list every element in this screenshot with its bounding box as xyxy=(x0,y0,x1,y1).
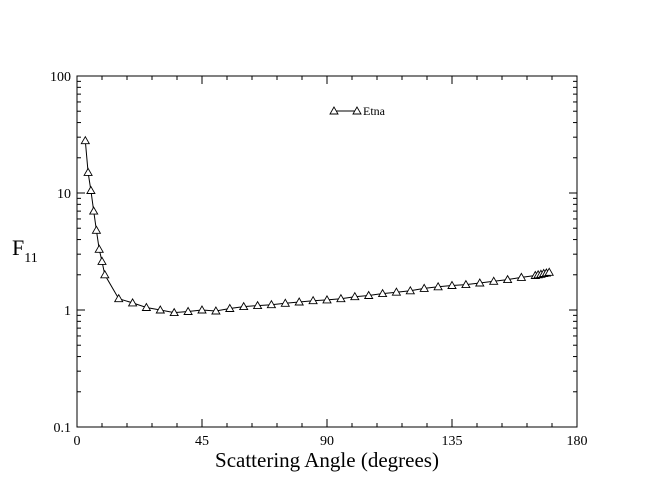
x-tick-label: 90 xyxy=(320,434,334,449)
data-point-marker xyxy=(475,278,485,287)
data-point-marker xyxy=(127,297,138,307)
data-point-marker xyxy=(94,244,104,253)
x-tick-label: 0 xyxy=(74,434,81,449)
data-point-marker xyxy=(266,299,277,309)
axis-ticks xyxy=(76,75,578,428)
data-point-marker xyxy=(447,280,457,289)
data-point-marker xyxy=(280,298,291,307)
y-tick-label: 0.1 xyxy=(54,421,72,436)
plot-frame xyxy=(76,75,578,428)
y-axis-label: F11 xyxy=(12,235,38,266)
data-point-marker xyxy=(502,274,513,284)
data-point-marker xyxy=(308,295,318,305)
x-tick-label: 45 xyxy=(195,434,209,449)
x-tick-label: 180 xyxy=(567,434,588,449)
data-point-marker xyxy=(83,167,93,176)
data-point-marker xyxy=(433,281,443,291)
data-point-marker xyxy=(238,301,249,311)
legend: Etna xyxy=(329,104,386,118)
data-point-marker xyxy=(155,305,166,314)
x-tick-label: 135 xyxy=(442,434,463,449)
data-point-marker xyxy=(350,291,360,301)
data-point-marker xyxy=(336,293,346,303)
y-tick-label: 10 xyxy=(57,187,71,202)
data-point-marker xyxy=(488,276,499,285)
data-point-marker xyxy=(141,302,152,311)
data-point-marker xyxy=(405,285,416,295)
data-point-marker xyxy=(461,279,471,289)
data-point-marker xyxy=(86,185,96,194)
data-point-marker xyxy=(252,300,263,310)
axis-tick-labels: 0 45 90 135 180 0.1 1 10 100 xyxy=(50,70,588,449)
data-point-marker xyxy=(294,297,304,306)
data-point-marker xyxy=(211,306,221,315)
data-point-marker xyxy=(100,269,110,279)
data-point-marker xyxy=(377,288,388,298)
legend-marker xyxy=(352,106,362,115)
data-point-marker xyxy=(183,306,193,315)
data-point-marker xyxy=(516,272,527,281)
data-point-marker xyxy=(419,283,429,292)
y-tick-label: 100 xyxy=(50,70,71,85)
x-axis-label: Scattering Angle (degrees) xyxy=(215,448,439,472)
data-point-marker xyxy=(197,305,207,314)
data-point-marker xyxy=(225,303,235,312)
y-axis-label-subscript: 11 xyxy=(24,251,37,266)
y-tick-label: 1 xyxy=(64,304,71,319)
data-point-marker xyxy=(97,256,107,265)
legend-marker xyxy=(329,106,339,115)
data-point-marker xyxy=(88,206,99,215)
y-axis-label-main: F xyxy=(12,235,24,260)
data-point-marker xyxy=(91,225,102,234)
data-point-marker xyxy=(169,307,179,317)
data-point-marker xyxy=(544,267,554,276)
data-point-marker xyxy=(322,294,332,304)
legend-label: Etna xyxy=(363,104,386,118)
series-line-etna xyxy=(84,140,550,314)
data-point-marker xyxy=(363,290,374,299)
data-point-marker xyxy=(113,293,124,303)
data-point-marker xyxy=(80,135,91,145)
data-point-marker xyxy=(391,287,402,296)
series-markers-etna xyxy=(80,135,554,317)
